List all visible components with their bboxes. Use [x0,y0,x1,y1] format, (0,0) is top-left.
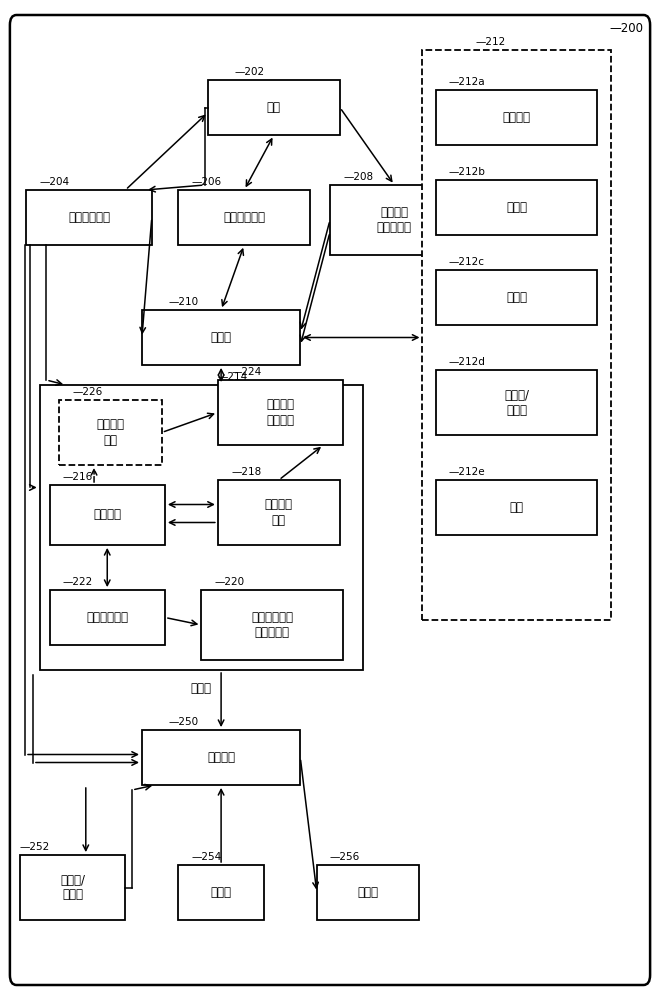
Bar [40,385,363,670]
Bar [201,590,343,660]
Text: —206: —206 [191,177,222,187]
Text: —256: —256 [330,852,360,862]
Bar [208,80,340,135]
Text: —224: —224 [231,367,261,377]
Text: —212c: —212c [449,257,485,267]
Text: —208: —208 [343,172,374,182]
Text: —220: —220 [214,577,245,587]
Bar [218,480,340,545]
Text: 小键盘: 小键盘 [211,886,232,899]
Bar [436,370,597,435]
Text: 加速度计: 加速度计 [502,111,531,124]
Text: —204: —204 [40,177,70,187]
FancyBboxPatch shape [10,15,650,985]
Bar [50,590,165,645]
Text: —254: —254 [191,852,222,862]
Text: 处理器: 处理器 [211,331,232,344]
Text: —212d: —212d [449,357,486,367]
Text: 气压计/
高度计: 气压计/ 高度计 [504,389,529,417]
Bar [50,485,165,545]
Bar [26,190,152,245]
Text: 用户接口: 用户接口 [207,751,235,764]
Bar [436,480,597,535]
Text: 位置运动
数据: 位置运动 数据 [96,418,125,446]
Text: 应用程序
模块: 应用程序 模块 [265,498,293,526]
Text: 辅助数据
存储装置: 辅助数据 存储装置 [267,398,294,426]
Bar [436,270,597,325]
Text: 存储器: 存储器 [191,682,212,695]
Text: —252: —252 [20,842,50,852]
Text: 显示器: 显示器 [358,886,378,899]
Bar [59,400,162,465]
Text: 局域网收发器: 局域网收发器 [223,211,265,224]
Text: —212e: —212e [449,467,485,477]
Text: —218: —218 [231,467,261,477]
Text: 往返时间模块: 往返时间模块 [86,611,128,624]
Bar [422,50,610,620]
Bar [436,180,597,235]
Bar [178,190,310,245]
Text: —222: —222 [63,577,93,587]
Bar [142,310,300,365]
Text: —212: —212 [475,37,506,47]
Text: 定位模块: 定位模块 [93,508,121,522]
Text: —200: —200 [609,22,644,35]
Text: —216: —216 [63,472,93,482]
Text: 陀螺仪: 陀螺仪 [506,201,527,214]
Text: —250: —250 [168,717,199,727]
Text: 卫星定位
系统接收器: 卫星定位 系统接收器 [377,206,412,234]
Text: —212a: —212a [449,77,485,87]
Text: —202: —202 [234,67,265,77]
Text: 麦克风/
扬声器: 麦克风/ 扬声器 [60,874,85,902]
Bar [142,730,300,785]
Text: —210: —210 [168,297,199,307]
Text: 天线: 天线 [267,101,281,114]
Text: 磁力计: 磁力计 [506,291,527,304]
Text: 相机: 相机 [510,501,523,514]
Bar [436,90,597,145]
Text: —212b: —212b [449,167,486,177]
Text: 广域网收发器: 广域网收发器 [68,211,110,224]
Text: —214: —214 [218,372,248,382]
Bar [218,380,343,445]
Text: —226: —226 [73,387,103,397]
Bar [317,865,419,920]
Bar [178,865,264,920]
Bar [20,855,125,920]
Bar [330,185,459,255]
Text: 接收信号强度
指示符模块: 接收信号强度 指示符模块 [251,611,293,639]
